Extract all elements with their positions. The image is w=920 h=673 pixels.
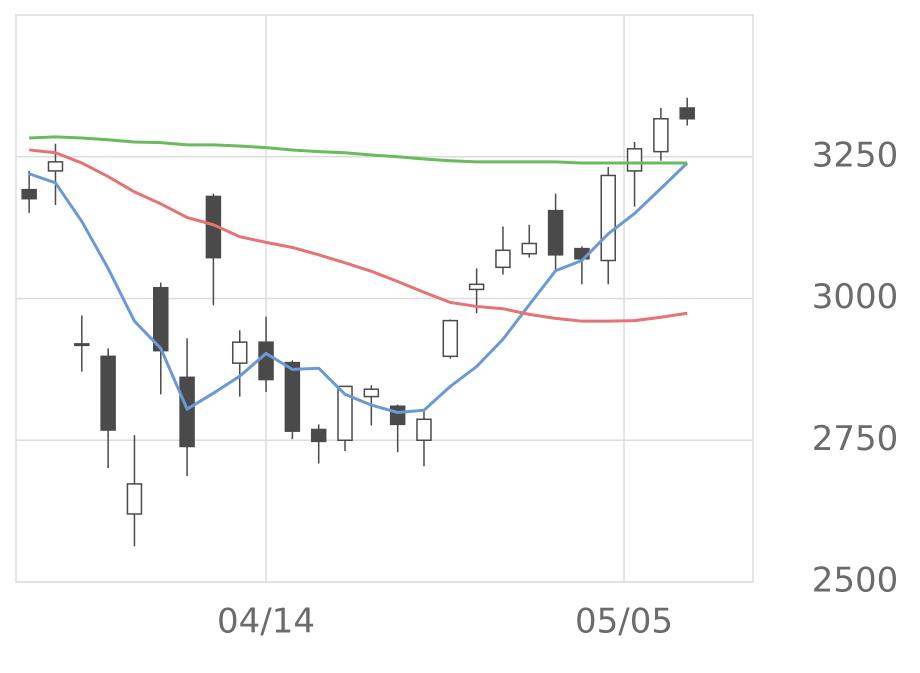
candle-body bbox=[74, 343, 90, 347]
candle-body bbox=[363, 388, 380, 398]
candle-body bbox=[442, 319, 459, 358]
candle-body bbox=[337, 385, 353, 442]
moving-average-line bbox=[29, 148, 688, 323]
candle-body bbox=[284, 361, 301, 432]
candle-body bbox=[416, 418, 432, 441]
x-tick-label: 05/05 bbox=[575, 602, 673, 642]
candle-body bbox=[626, 148, 643, 172]
candle-body bbox=[547, 209, 564, 256]
candle-body bbox=[310, 428, 327, 443]
candle-body bbox=[179, 376, 195, 448]
candle-body bbox=[258, 341, 274, 381]
y-tick-label: 2750 bbox=[812, 419, 899, 459]
moving-average-line bbox=[28, 161, 689, 414]
candle-body bbox=[100, 355, 116, 431]
candle-body bbox=[126, 483, 143, 515]
candle-body bbox=[389, 405, 406, 426]
candle-body bbox=[468, 283, 485, 291]
y-tick-label: 3000 bbox=[812, 277, 899, 317]
moving-average-line bbox=[29, 135, 688, 165]
candle-body bbox=[521, 242, 538, 255]
candle-body bbox=[679, 107, 695, 120]
candle-body bbox=[47, 161, 64, 172]
candle-body bbox=[495, 249, 511, 269]
x-tick-label: 04/14 bbox=[217, 602, 315, 642]
candle-body bbox=[653, 118, 669, 153]
y-tick-label: 2500 bbox=[812, 561, 899, 601]
candle-body bbox=[21, 188, 37, 200]
candle-body bbox=[600, 174, 616, 262]
y-tick-label: 3250 bbox=[812, 135, 899, 175]
candle-body bbox=[231, 341, 248, 364]
